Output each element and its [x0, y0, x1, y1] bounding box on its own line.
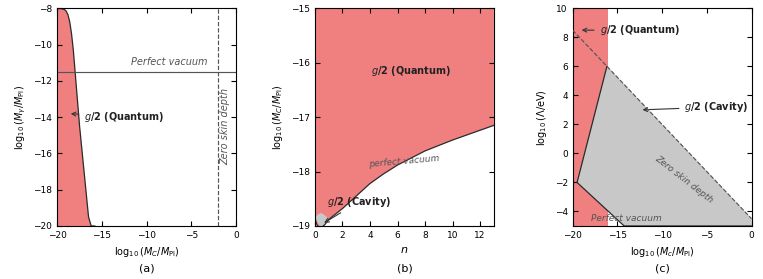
Polygon shape: [315, 213, 329, 227]
Text: Perfect vacuum: Perfect vacuum: [591, 214, 662, 223]
Text: (b): (b): [397, 264, 412, 274]
Text: Perfect vacuum: Perfect vacuum: [130, 57, 208, 67]
X-axis label: $\log_{10}(M_C/M_{\rm Pl})$: $\log_{10}(M_C/M_{\rm Pl})$: [114, 246, 179, 259]
Y-axis label: $\log_{10}(\Lambda/{\rm eV})$: $\log_{10}(\Lambda/{\rm eV})$: [535, 89, 549, 146]
Text: $g$/2 (Cavity): $g$/2 (Cavity): [325, 194, 391, 222]
Polygon shape: [315, 8, 494, 226]
Text: perfect vacuum: perfect vacuum: [369, 154, 440, 169]
Text: $g$/2 (Cavity): $g$/2 (Cavity): [644, 100, 749, 114]
X-axis label: $n$: $n$: [401, 246, 408, 255]
Text: (a): (a): [139, 264, 155, 274]
Polygon shape: [577, 66, 752, 226]
Y-axis label: $\log_{10}(M_\gamma/M_{\rm Pl})$: $\log_{10}(M_\gamma/M_{\rm Pl})$: [14, 85, 27, 150]
Text: $g$/2 (Quantum): $g$/2 (Quantum): [72, 110, 164, 124]
Polygon shape: [57, 8, 95, 226]
Y-axis label: $\log_{10}(M_C/M_{\rm Pl})$: $\log_{10}(M_C/M_{\rm Pl})$: [272, 84, 285, 150]
Text: Zero skin depth: Zero skin depth: [220, 88, 230, 165]
Text: $g$/2 (Quantum): $g$/2 (Quantum): [583, 23, 680, 37]
Text: $g$/2 (Quantum): $g$/2 (Quantum): [372, 64, 452, 78]
Text: Zero skin depth: Zero skin depth: [654, 154, 715, 205]
Text: (c): (c): [655, 264, 669, 274]
X-axis label: $\log_{10}(M_c/M_{\rm Pl})$: $\log_{10}(M_c/M_{\rm Pl})$: [629, 246, 694, 259]
Polygon shape: [577, 66, 752, 226]
